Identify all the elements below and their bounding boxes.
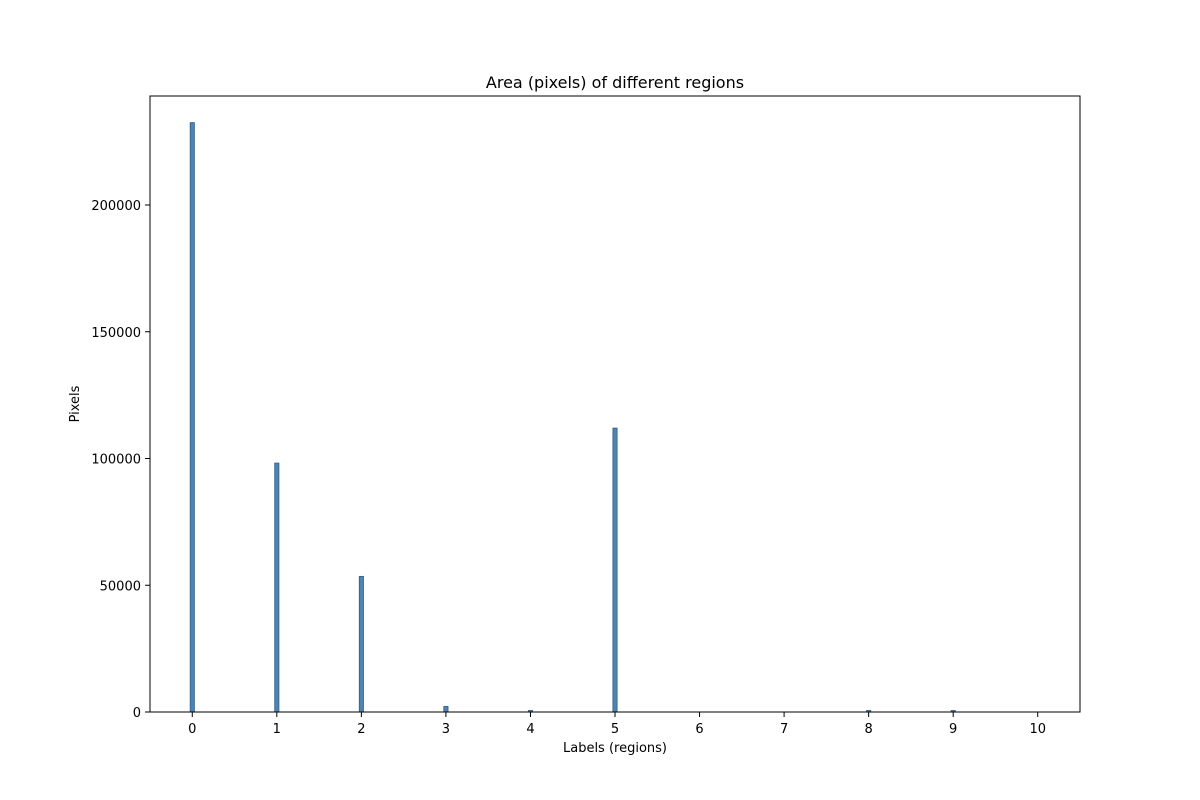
bar-2 bbox=[358, 575, 364, 713]
x-tick-label: 8 bbox=[864, 722, 872, 737]
y-tick-label: 150000 bbox=[91, 326, 141, 341]
bar-1 bbox=[274, 462, 280, 713]
y-tick-label: 50000 bbox=[100, 579, 141, 594]
x-axis-label: Labels (regions) bbox=[563, 741, 667, 756]
y-axis-ticks: 0 50000 100000 150000 200000 bbox=[91, 199, 150, 721]
x-tick-label: 6 bbox=[695, 722, 703, 737]
bar-5 bbox=[612, 427, 618, 713]
y-tick-label: 100000 bbox=[91, 453, 141, 468]
x-tick-label: 0 bbox=[188, 722, 196, 737]
x-tick-label: 9 bbox=[949, 722, 957, 737]
y-tick-label: 0 bbox=[133, 706, 141, 721]
y-axis-label: Pixels bbox=[68, 385, 83, 422]
x-tick-label: 5 bbox=[611, 722, 619, 737]
x-tick-label: 2 bbox=[357, 722, 365, 737]
bar-3 bbox=[443, 706, 449, 713]
x-tick-label: 10 bbox=[1029, 722, 1046, 737]
x-tick-label: 1 bbox=[273, 722, 281, 737]
y-tick-label: 200000 bbox=[91, 199, 141, 214]
x-tick-label: 7 bbox=[780, 722, 788, 737]
x-tick-label: 4 bbox=[526, 722, 534, 737]
x-axis-ticks: 0 1 2 3 4 5 6 7 8 9 10 bbox=[188, 712, 1046, 737]
bar-0 bbox=[189, 122, 195, 713]
chart-title: Area (pixels) of different regions bbox=[486, 73, 744, 92]
x-tick-label: 3 bbox=[442, 722, 450, 737]
